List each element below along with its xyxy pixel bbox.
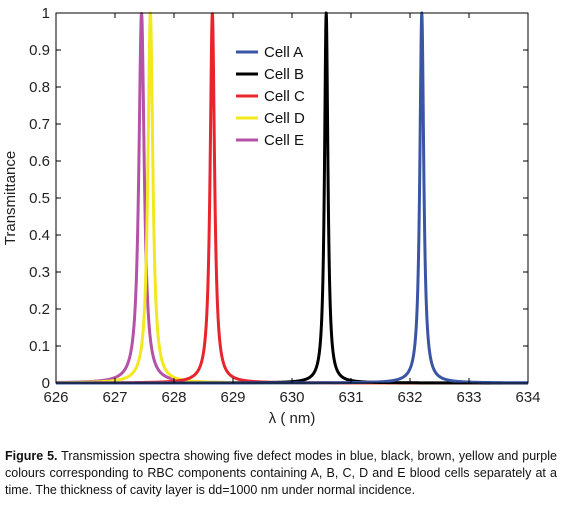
x-tick-label: 626 xyxy=(43,389,68,406)
x-tick-label: 627 xyxy=(102,389,127,406)
y-tick-label: 0.9 xyxy=(29,42,50,59)
x-tick-label: 628 xyxy=(161,389,186,406)
y-tick-label: 0.3 xyxy=(29,264,50,281)
x-tick-label: 632 xyxy=(397,389,422,406)
y-tick-label: 0.1 xyxy=(29,338,50,355)
y-tick-label: 0.6 xyxy=(29,153,50,170)
caption-label: Figure 5. xyxy=(5,449,58,463)
x-tick-label: 629 xyxy=(220,389,245,406)
y-tick-label: 0.2 xyxy=(29,301,50,318)
caption-text: Transmission spectra showing five defect… xyxy=(5,449,557,497)
x-tick-label: 630 xyxy=(279,389,304,406)
y-tick-label: 0.8 xyxy=(29,79,50,96)
y-axis-label: Transmittance xyxy=(2,151,19,245)
legend-label-cell-c: Cell C xyxy=(264,88,305,105)
legend-label-cell-d: Cell D xyxy=(264,110,305,127)
legend-label-cell-b: Cell B xyxy=(264,66,304,83)
legend-label-cell-e: Cell E xyxy=(264,132,304,149)
legend: Cell A Cell B Cell C Cell D Cell E xyxy=(236,44,305,149)
figure-caption: Figure 5. Transmission spectra showing f… xyxy=(5,448,557,499)
y-tick-label: 0.7 xyxy=(29,116,50,133)
legend-label-cell-a: Cell A xyxy=(264,44,303,61)
y-tick-label: 0.4 xyxy=(29,227,50,244)
y-tick-label: 0.5 xyxy=(29,190,50,207)
x-tick-label: 631 xyxy=(338,389,363,406)
x-tick-label: 633 xyxy=(456,389,481,406)
x-tick-label: 634 xyxy=(515,389,540,406)
y-tick-label: 0 xyxy=(42,375,50,392)
y-tick-label: 1 xyxy=(42,5,50,22)
x-axis-label: λ ( nm) xyxy=(269,410,316,427)
transmission-chart: 626 627 628 629 630 631 632 633 634 0 0.1 0.2 0.3 0.4… xyxy=(2,5,541,427)
axis-ticks: 626 627 628 629 630 631 632 633 634 0 0.1 0.2 0.3 0.4… xyxy=(29,5,540,406)
